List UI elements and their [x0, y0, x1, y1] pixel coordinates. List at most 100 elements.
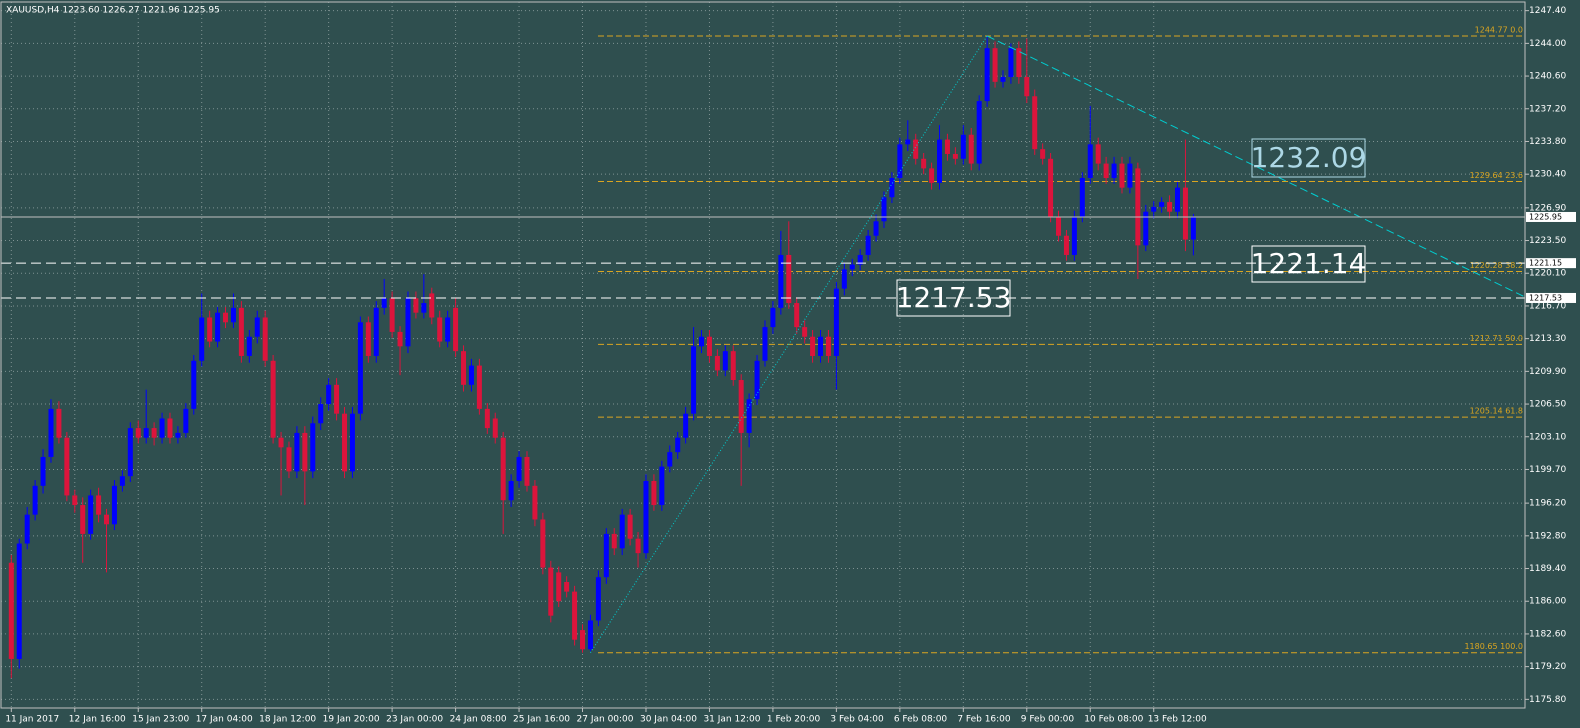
candle-body — [1048, 158, 1054, 217]
candle-body — [1119, 163, 1125, 188]
candle-body — [540, 519, 546, 568]
candle-body — [881, 197, 887, 222]
fibo-label: 1205.14 61.8 — [1470, 407, 1523, 416]
candle-body — [611, 533, 617, 549]
candle-body — [1167, 202, 1173, 212]
candle-body — [1151, 206, 1157, 212]
candle-body — [564, 581, 570, 592]
x-tick-label: 19 Jan 20:00 — [323, 715, 380, 725]
x-tick-label: 1 Feb 20:00 — [767, 715, 821, 725]
candle-body — [992, 48, 998, 82]
candle-body — [595, 577, 601, 621]
candle-body — [762, 327, 768, 361]
annotation: 1232.09 — [1251, 141, 1367, 174]
candle-body — [794, 303, 800, 328]
candle-body — [1095, 144, 1101, 164]
candle-body — [437, 317, 443, 342]
candle-body — [833, 288, 839, 356]
price-tag-label: 1217.53 — [1529, 293, 1562, 302]
candle-body — [127, 428, 133, 477]
candle-body — [365, 322, 371, 356]
candle-body — [1063, 235, 1069, 255]
candle-body — [849, 264, 855, 270]
candle-body — [421, 303, 427, 313]
candle-body — [706, 336, 712, 356]
candle-body — [104, 514, 110, 525]
candle-body — [1016, 48, 1022, 78]
candle-body — [635, 538, 641, 554]
candle-body — [1032, 96, 1038, 150]
candle-body — [667, 452, 673, 467]
y-tick-label: 1182.60 — [1529, 629, 1566, 639]
candle-body — [770, 307, 776, 328]
y-tick-label: 1209.90 — [1529, 367, 1566, 377]
y-tick-label: 1223.50 — [1529, 236, 1566, 246]
candle-body — [675, 437, 681, 453]
annotation: 1221.14 — [1251, 247, 1367, 280]
candle-body — [342, 413, 348, 472]
candle-body — [175, 432, 181, 438]
candle-body — [603, 533, 609, 578]
fibo-label: 1212.71 50.0 — [1470, 334, 1523, 343]
candle-body — [40, 456, 46, 486]
candle-body — [72, 495, 78, 506]
candle-body — [714, 355, 720, 371]
candle-body — [937, 139, 943, 183]
price-tag-label: 1221.15 — [1529, 259, 1562, 268]
candle-body — [96, 495, 102, 515]
candle-body — [80, 505, 86, 534]
candle-body — [334, 384, 340, 414]
candle-body — [952, 153, 958, 159]
candle-body — [818, 336, 824, 356]
annotation: 1217.53 — [896, 281, 1012, 314]
marks: 1244.77 0.0 1229.64 23.6 1220.28 38.2 1212.… — [1, 25, 1526, 679]
candle-body — [548, 567, 554, 616]
y-tick-label: 1226.90 — [1529, 203, 1566, 213]
candle-body — [1071, 216, 1077, 255]
candle-body — [746, 399, 752, 433]
y-tick-label: 1175.80 — [1529, 695, 1566, 705]
candle-body — [278, 437, 284, 448]
candle-body — [786, 254, 792, 304]
candle-body — [857, 254, 863, 265]
candle-body — [500, 437, 506, 501]
candle-body — [32, 485, 38, 515]
x-tick-label: 17 Jan 04:00 — [196, 715, 253, 725]
trend-line — [986, 35, 1526, 298]
x-tick-label: 6 Feb 08:00 — [894, 715, 948, 725]
candle-body — [921, 158, 927, 169]
x-tick-label: 18 Jan 12:00 — [259, 715, 316, 725]
candle-body — [913, 139, 919, 159]
candle-body — [468, 365, 474, 385]
y-tick-label: 1179.20 — [1529, 662, 1566, 672]
price-tag-label: 1225.95 — [1529, 212, 1562, 221]
candle-body — [802, 327, 808, 337]
price-tag — [1526, 258, 1576, 269]
candle-body — [16, 543, 22, 659]
candle-body — [286, 447, 292, 472]
candle-body — [1008, 48, 1014, 78]
candle-body — [151, 428, 157, 438]
candle-body — [294, 432, 300, 472]
fibo-label: 1220.28 38.2 — [1470, 261, 1523, 270]
candle-body — [88, 495, 94, 534]
candle-body — [310, 423, 316, 472]
candle-body — [825, 336, 831, 356]
y-tick-label: 1199.70 — [1529, 465, 1566, 475]
candle-body — [968, 134, 974, 164]
price-tag — [1526, 211, 1576, 222]
candle-body — [349, 413, 355, 472]
candle-body — [413, 298, 419, 313]
candle-body — [238, 307, 244, 356]
candle-body — [580, 630, 586, 650]
candle-body — [810, 336, 816, 356]
x-tick-label: 24 Jan 08:00 — [450, 715, 507, 725]
candle-body — [1079, 178, 1085, 217]
y-tick-label: 1186.00 — [1529, 597, 1566, 607]
candle-body — [1024, 77, 1030, 97]
x-tick-label: 12 Jan 16:00 — [69, 715, 126, 725]
x-tick-label: 27 Jan 00:00 — [577, 715, 634, 725]
candle-body — [1111, 163, 1117, 179]
